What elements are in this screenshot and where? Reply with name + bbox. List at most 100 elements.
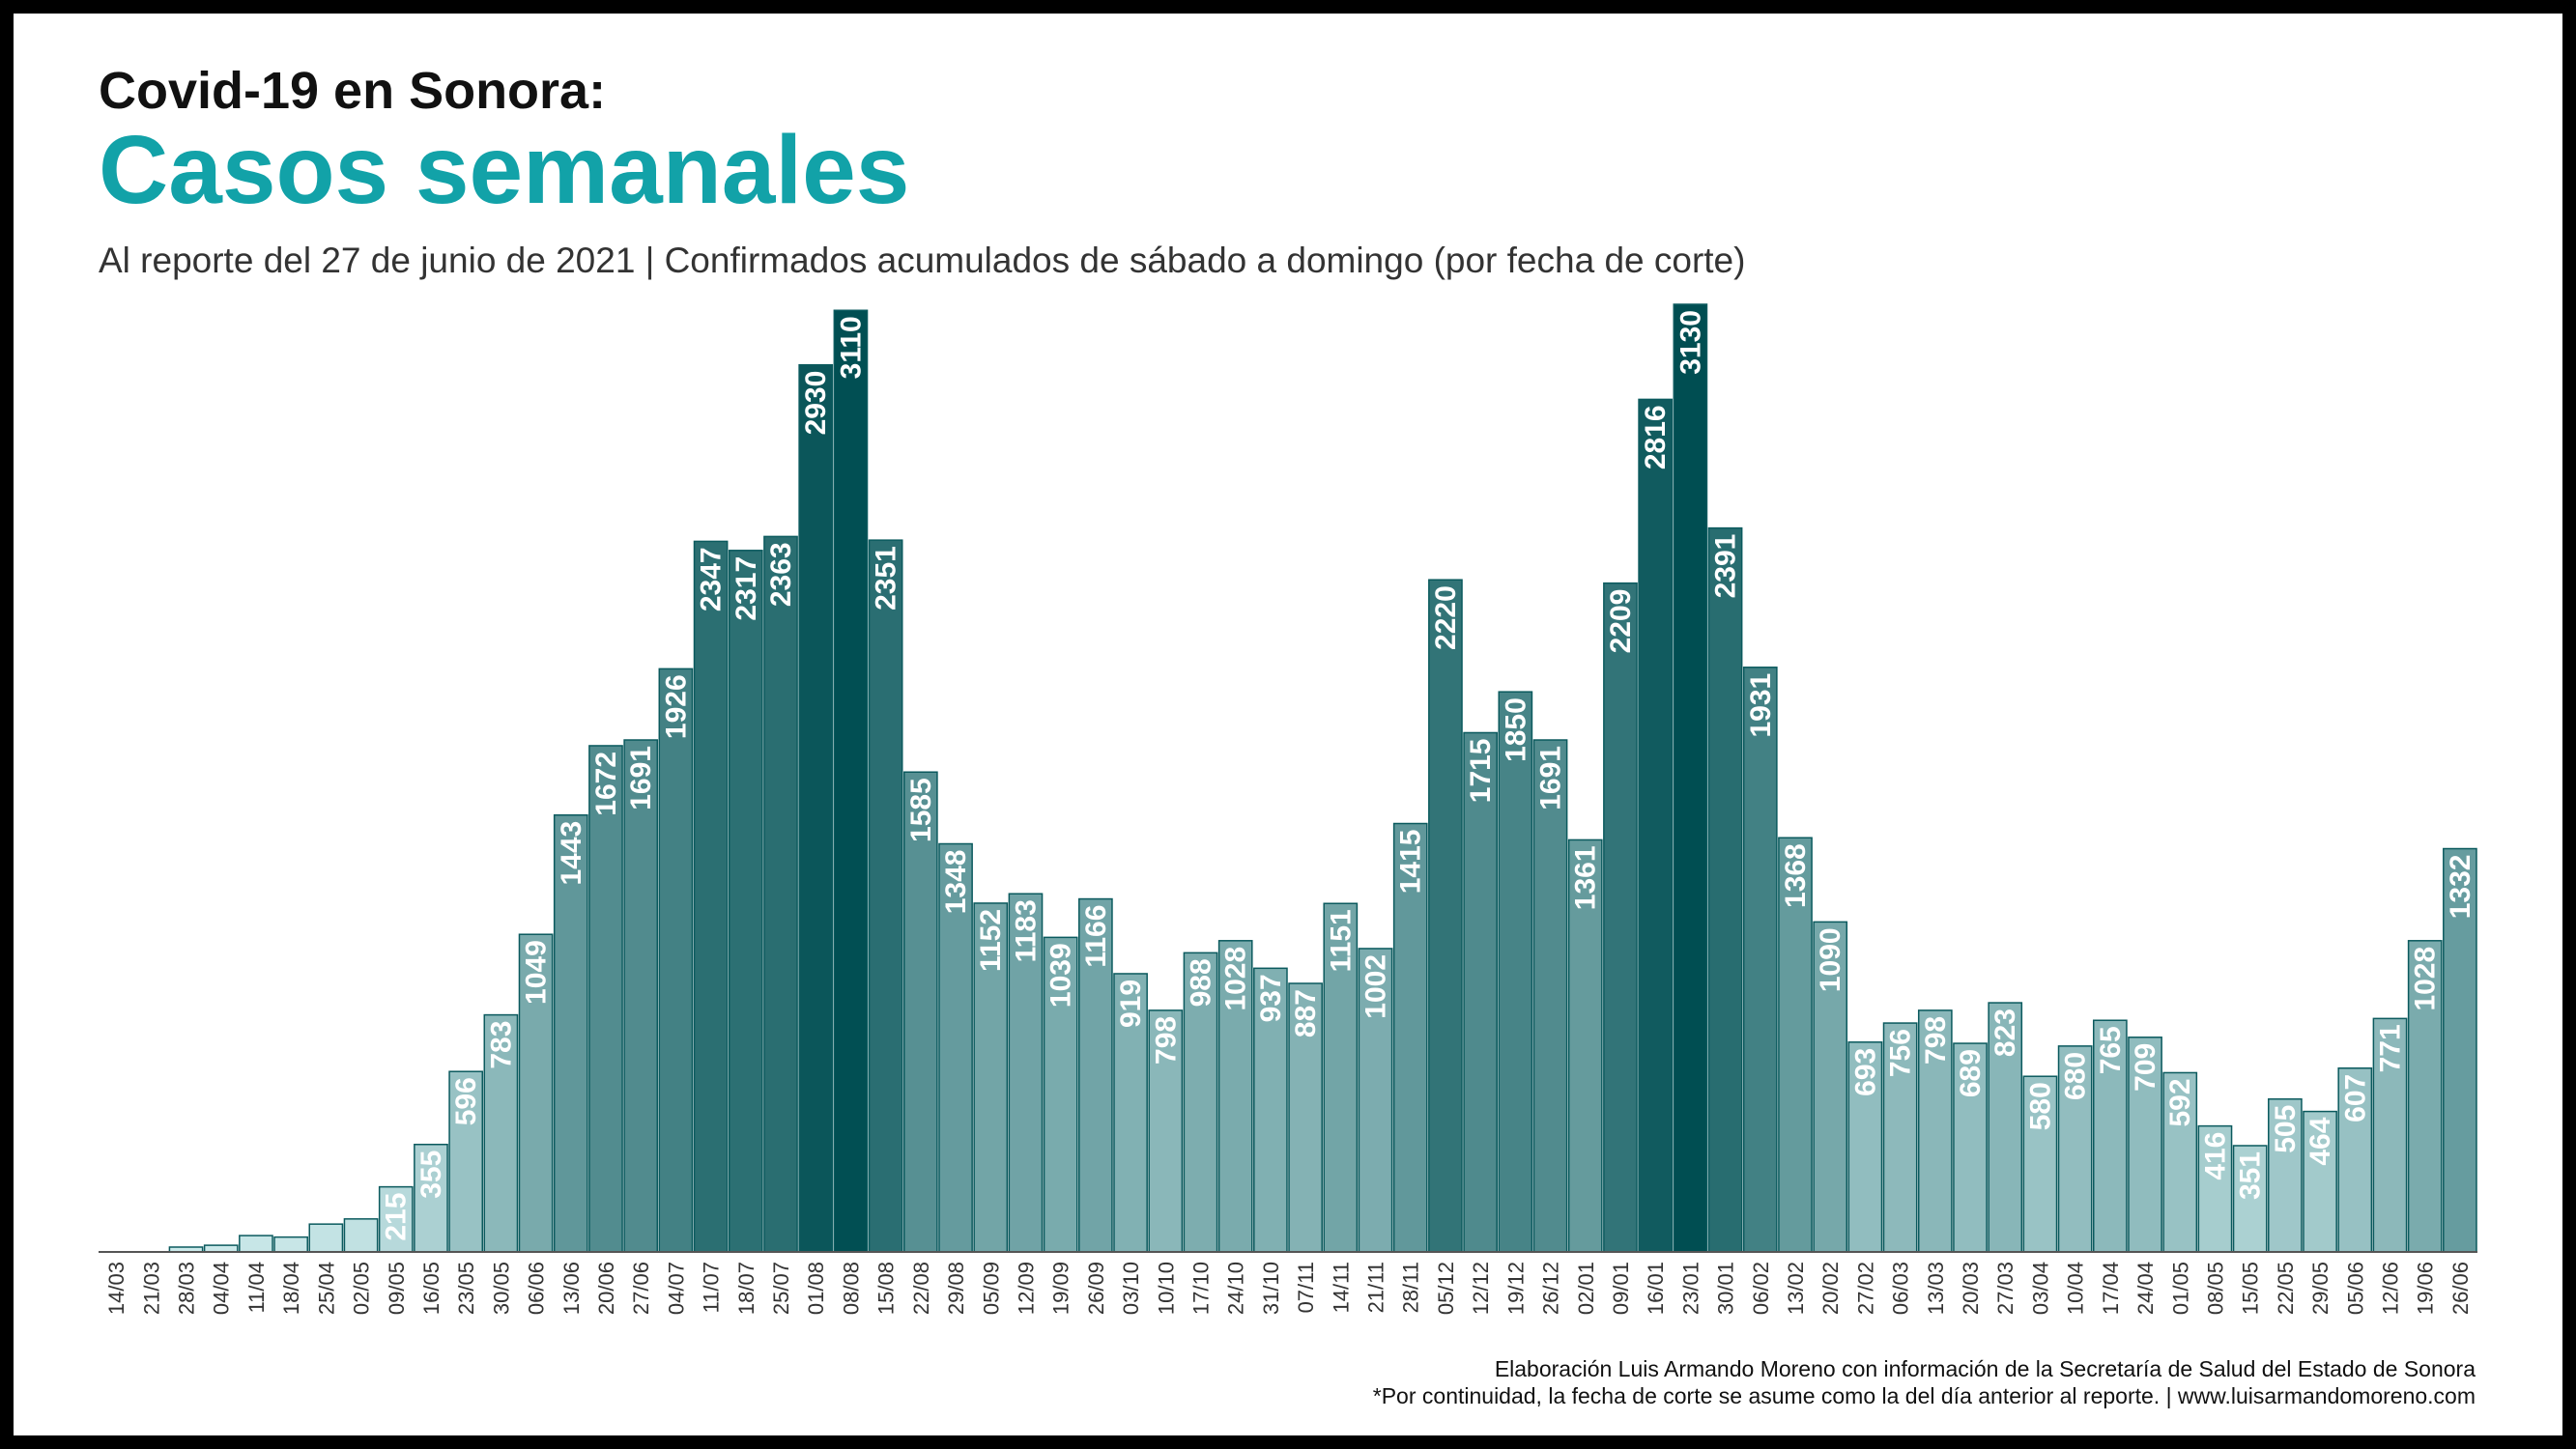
bar — [902, 771, 938, 1253]
chart-title: Covid-19 en Sonora: — [99, 62, 606, 120]
bar — [973, 902, 1009, 1253]
bar — [1813, 921, 1848, 1253]
bar — [1847, 1041, 1883, 1253]
value-label: 1691 — [625, 746, 657, 810]
value-label: 689 — [1955, 1049, 1987, 1097]
x-tick-label: 04/07 — [664, 1262, 688, 1315]
value-label: 2930 — [800, 371, 832, 436]
value-label: 2317 — [730, 556, 762, 621]
value-label: 2351 — [871, 546, 902, 611]
bar — [2372, 1017, 2408, 1253]
bar — [623, 739, 659, 1253]
value-label: 2347 — [696, 547, 728, 611]
bar — [2197, 1124, 2233, 1253]
bar — [1532, 739, 1568, 1253]
x-tick-label: 08/05 — [2203, 1262, 2227, 1315]
bar — [1288, 982, 1323, 1253]
x-tick-label: 22/08 — [909, 1262, 933, 1315]
value-label: 887 — [1290, 989, 1322, 1037]
x-tick-label: 30/05 — [489, 1262, 513, 1315]
value-label: 1090 — [1815, 927, 1846, 992]
x-tick-label: 07/11 — [1294, 1262, 1318, 1313]
x-tick-label: 09/05 — [385, 1262, 409, 1315]
bar — [2232, 1145, 2268, 1253]
chart-subtitle: Al reporte del 27 de junio de 2021 | Con… — [99, 241, 1745, 280]
value-label: 2816 — [1640, 405, 1672, 469]
value-label: 798 — [1920, 1016, 1952, 1065]
bar — [414, 1143, 448, 1253]
value-label: 1028 — [2410, 947, 2442, 1011]
value-label: 1415 — [1395, 830, 1427, 895]
bar — [763, 535, 798, 1253]
value-label: 596 — [450, 1077, 482, 1125]
value-label: 2391 — [1710, 534, 1742, 599]
bar — [1988, 1002, 2023, 1253]
bar — [658, 668, 694, 1253]
x-tick-label: 26/09 — [1084, 1262, 1108, 1315]
x-tick-label: 27/03 — [1993, 1262, 2018, 1315]
bar — [273, 1236, 308, 1253]
x-tick-label: 24/10 — [1224, 1262, 1248, 1315]
source: Elaboración Luis Armando Moreno con info… — [1495, 1356, 2476, 1381]
value-label: 771 — [2374, 1024, 2406, 1072]
x-tick-label: 03/10 — [1119, 1262, 1143, 1315]
bar — [868, 539, 903, 1253]
value-label: 680 — [2060, 1052, 2092, 1100]
x-tick-label: 18/07 — [734, 1262, 758, 1315]
x-tick-label: 21/03 — [139, 1262, 163, 1315]
x-tick-label: 01/08 — [804, 1262, 828, 1315]
value-label: 783 — [485, 1021, 517, 1069]
value-label: 2220 — [1430, 585, 1462, 650]
bar — [693, 540, 729, 1253]
x-tick-label: 05/09 — [979, 1262, 1003, 1315]
value-label: 1368 — [1780, 843, 1812, 908]
bar — [378, 1185, 414, 1253]
value-label: 1361 — [1570, 845, 1602, 910]
x-tick-label: 06/02 — [1749, 1262, 1773, 1315]
x-tick-label: 08/08 — [839, 1262, 863, 1315]
bar — [1567, 838, 1603, 1253]
value-label: 1151 — [1325, 909, 1357, 972]
bar — [2443, 847, 2477, 1253]
value-label: 1152 — [975, 909, 1007, 972]
x-tick-label: 25/04 — [314, 1262, 338, 1315]
bar — [1323, 902, 1359, 1253]
x-tick-label: 06/06 — [525, 1262, 549, 1315]
bar — [1428, 579, 1463, 1253]
x-tick-label: 17/04 — [2099, 1262, 2123, 1315]
chart-heading: Casos semanales — [99, 116, 909, 224]
x-tick-label: 30/01 — [1714, 1262, 1738, 1315]
x-tick-label: 15/05 — [2239, 1262, 2263, 1315]
bar — [448, 1070, 484, 1253]
x-tick-label: 06/03 — [1889, 1262, 1913, 1315]
value-label: 607 — [2339, 1074, 2371, 1122]
bar — [1707, 526, 1743, 1253]
bar — [239, 1235, 273, 1253]
value-label: 351 — [2235, 1151, 2267, 1200]
x-tick-label: 27/06 — [629, 1262, 653, 1315]
x-tick-label: 04/04 — [210, 1262, 234, 1315]
value-label: 798 — [1150, 1016, 1182, 1065]
bar — [2022, 1075, 2058, 1253]
x-tick-label: 16/05 — [419, 1262, 444, 1315]
bar — [2268, 1097, 2303, 1253]
x-tick-label: 14/11 — [1329, 1262, 1353, 1313]
value-label: 1443 — [556, 821, 587, 886]
value-label: 1332 — [2445, 855, 2476, 920]
value-label: 1002 — [1360, 954, 1392, 1019]
x-tick-label: 23/01 — [1678, 1262, 1703, 1315]
value-label: 3110 — [835, 316, 867, 379]
bar — [1008, 893, 1044, 1253]
bar — [308, 1223, 344, 1253]
bar — [1498, 691, 1533, 1253]
x-tick-label: 31/10 — [1259, 1262, 1283, 1315]
bar — [1742, 667, 1778, 1253]
bar — [2162, 1071, 2198, 1253]
x-tick-label: 02/05 — [350, 1262, 374, 1315]
bar — [833, 309, 869, 1253]
value-label: 1183 — [1010, 899, 1042, 962]
value-label: 919 — [1115, 980, 1147, 1028]
value-label: 464 — [2304, 1117, 2336, 1165]
